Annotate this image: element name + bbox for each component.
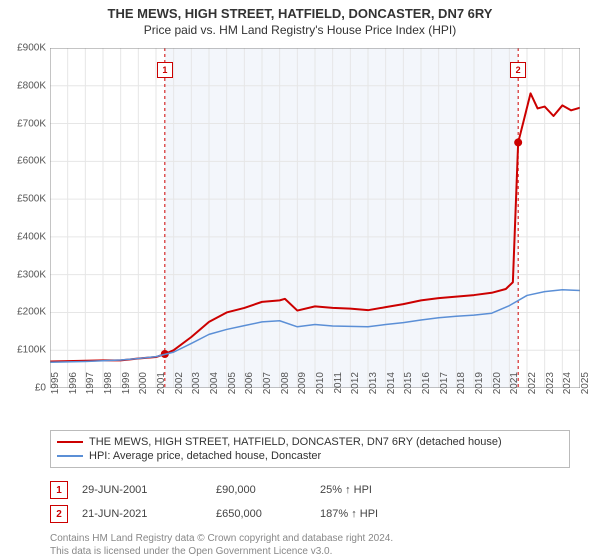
y-axis-label: £700K bbox=[0, 118, 46, 129]
annotation-price: £650,000 bbox=[216, 508, 306, 520]
legend-row: HPI: Average price, detached house, Donc… bbox=[57, 449, 563, 463]
event-marker-badge: 1 bbox=[157, 62, 173, 78]
legend-box: THE MEWS, HIGH STREET, HATFIELD, DONCAST… bbox=[50, 430, 570, 558]
annotation-date: 29-JUN-2001 bbox=[82, 484, 202, 496]
footer-text: Contains HM Land Registry data © Crown c… bbox=[50, 532, 570, 558]
x-axis-label: 2000 bbox=[138, 372, 149, 412]
annotation-date: 21-JUN-2021 bbox=[82, 508, 202, 520]
legend-swatch bbox=[57, 455, 83, 457]
legend-label: HPI: Average price, detached house, Donc… bbox=[89, 450, 321, 462]
y-axis-label: £200K bbox=[0, 307, 46, 318]
x-axis-label: 2025 bbox=[580, 372, 591, 412]
annotation-pct: 25% ↑ HPI bbox=[320, 484, 440, 496]
x-axis-label: 1995 bbox=[50, 372, 61, 412]
annotation-price: £90,000 bbox=[216, 484, 306, 496]
chart-area: £0£100K£200K£300K£400K£500K£600K£700K£80… bbox=[50, 48, 580, 388]
y-axis-label: £800K bbox=[0, 80, 46, 91]
annotation-row: 1 29-JUN-2001 £90,000 25% ↑ HPI bbox=[50, 478, 570, 502]
x-axis-label: 2012 bbox=[350, 372, 361, 412]
x-axis-label: 2001 bbox=[156, 372, 167, 412]
x-axis-label: 2017 bbox=[439, 372, 450, 412]
x-axis-label: 2014 bbox=[386, 372, 397, 412]
x-axis-label: 1998 bbox=[103, 372, 114, 412]
annotation-badge: 2 bbox=[50, 505, 68, 523]
y-axis-label: £100K bbox=[0, 345, 46, 356]
x-axis-label: 2007 bbox=[262, 372, 273, 412]
y-axis-label: £300K bbox=[0, 269, 46, 280]
chart-subtitle: Price paid vs. HM Land Registry's House … bbox=[0, 21, 600, 43]
footer-line-2: This data is licensed under the Open Gov… bbox=[50, 545, 570, 558]
x-axis-label: 2010 bbox=[315, 372, 326, 412]
annotation-table: 1 29-JUN-2001 £90,000 25% ↑ HPI 2 21-JUN-2021… bbox=[50, 478, 570, 526]
annotation-pct: 187% ↑ HPI bbox=[320, 508, 440, 520]
annotation-row: 2 21-JUN-2021 £650,000 187% ↑ HPI bbox=[50, 502, 570, 526]
y-axis-label: £500K bbox=[0, 194, 46, 205]
x-axis-label: 1996 bbox=[68, 372, 79, 412]
x-axis-label: 2015 bbox=[403, 372, 414, 412]
x-axis-label: 2005 bbox=[227, 372, 238, 412]
x-axis-label: 2024 bbox=[562, 372, 573, 412]
y-axis-label: £400K bbox=[0, 231, 46, 242]
x-axis-label: 1999 bbox=[121, 372, 132, 412]
x-axis-label: 2003 bbox=[191, 372, 202, 412]
x-axis-label: 2008 bbox=[280, 372, 291, 412]
x-axis-label: 2013 bbox=[368, 372, 379, 412]
x-axis-label: 2019 bbox=[474, 372, 485, 412]
x-axis-label: 2002 bbox=[174, 372, 185, 412]
y-axis-label: £900K bbox=[0, 43, 46, 54]
x-axis-label: 2022 bbox=[527, 372, 538, 412]
x-axis-label: 2018 bbox=[456, 372, 467, 412]
legend-row: THE MEWS, HIGH STREET, HATFIELD, DONCAST… bbox=[57, 435, 563, 449]
chart-svg bbox=[50, 48, 580, 388]
y-axis-label: £600K bbox=[0, 156, 46, 167]
x-axis-label: 2023 bbox=[545, 372, 556, 412]
legend-label: THE MEWS, HIGH STREET, HATFIELD, DONCAST… bbox=[89, 436, 502, 448]
x-axis-label: 2020 bbox=[492, 372, 503, 412]
chart-container: THE MEWS, HIGH STREET, HATFIELD, DONCAST… bbox=[0, 0, 600, 560]
x-axis-label: 2009 bbox=[297, 372, 308, 412]
chart-title: THE MEWS, HIGH STREET, HATFIELD, DONCAST… bbox=[0, 0, 600, 21]
legend-swatch bbox=[57, 441, 83, 443]
y-axis-label: £0 bbox=[0, 383, 46, 394]
x-axis-label: 2004 bbox=[209, 372, 220, 412]
x-axis-label: 2006 bbox=[244, 372, 255, 412]
event-marker-badge: 2 bbox=[510, 62, 526, 78]
x-axis-label: 2021 bbox=[509, 372, 520, 412]
footer-line-1: Contains HM Land Registry data © Crown c… bbox=[50, 532, 570, 545]
x-axis-label: 2011 bbox=[333, 372, 344, 412]
annotation-badge: 1 bbox=[50, 481, 68, 499]
x-axis-label: 1997 bbox=[85, 372, 96, 412]
x-axis-label: 2016 bbox=[421, 372, 432, 412]
legend-series: THE MEWS, HIGH STREET, HATFIELD, DONCAST… bbox=[50, 430, 570, 468]
